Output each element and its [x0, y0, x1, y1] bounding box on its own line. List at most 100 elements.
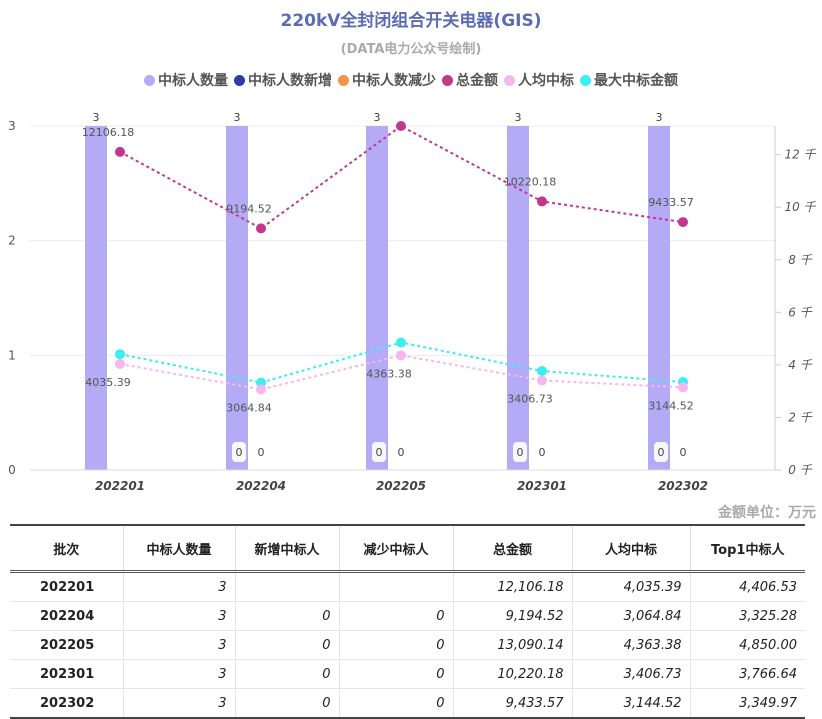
new-winner-label: 0 [236, 446, 243, 459]
legend-label: 中标人数量 [158, 73, 228, 89]
table-cell: 13,090.14 [453, 630, 573, 660]
legend-marker-icon [504, 74, 515, 86]
legend-item[interactable]: 最大中标金额 [580, 70, 678, 90]
bar-winner-count [507, 126, 529, 470]
table-header-cell: 减少中标人 [339, 524, 454, 573]
series-line [119, 124, 684, 230]
table-row: 202301 3 0 0 10,220.18 3,406.73 3,766.64 [10, 659, 805, 689]
table-row: 202205 3 0 0 13,090.14 4,363.38 4,850.00 [10, 630, 805, 660]
bar-winner-count [366, 126, 388, 470]
x-axis-tick-label: 202302 [658, 479, 708, 493]
right-axis-tick-label: 6 千 [788, 305, 812, 319]
table-cell: 10,220.18 [453, 659, 573, 689]
data-point [115, 358, 125, 369]
left-axis-tick-label: 1 [8, 348, 16, 362]
left-axis-tick-label: 3 [8, 119, 16, 133]
legend-item[interactable]: 中标人数量 [144, 70, 228, 90]
line-data-label: 9194.52 [226, 202, 272, 215]
decrease-winner-label: 0 [680, 446, 687, 459]
table-body: 202201 3 12,106.18 4,035.39 4,406.53 202204 3 0… [10, 571, 805, 719]
right-axis-tick-label: 0 千 [788, 463, 812, 477]
line-data-label: 9433.57 [648, 196, 694, 209]
legend-item[interactable]: 总金额 [442, 70, 498, 90]
table-cell: 202301 [10, 659, 124, 689]
legend-marker-icon [144, 74, 155, 86]
right-axis-tick-label: 12 千 [784, 148, 816, 162]
legend-label: 人均中标 [518, 73, 574, 89]
table-cell: 0 [339, 630, 454, 660]
table-row: 202204 3 0 0 9,194.52 3,064.84 3,325.28 [10, 601, 805, 631]
legend-item[interactable]: 中标人数减少 [338, 70, 436, 90]
data-point [678, 217, 688, 228]
table-cell: 9,194.52 [453, 601, 573, 631]
table-cell: 3 [123, 688, 236, 719]
table-cell: 3,064.84 [572, 601, 691, 631]
table-cell: 202204 [10, 601, 124, 631]
decrease-winner-label: 0 [539, 446, 546, 459]
table-cell: 3,144.52 [572, 688, 691, 719]
bar-data-label: 3 [93, 111, 100, 124]
right-axis-tick-label: 4 千 [788, 358, 812, 372]
decrease-winner-label: 0 [398, 446, 405, 459]
table-cell: 0 [235, 659, 340, 689]
right-axis-tick-label: 2 千 [788, 410, 812, 424]
x-axis-tick-label: 202205 [376, 479, 426, 493]
bar-winner-count [226, 126, 248, 470]
right-axis-tick-label: 8 千 [788, 253, 812, 267]
line-data-label: 12106.18 [82, 126, 135, 139]
legend-marker-icon [338, 74, 349, 86]
table-cell: 3,325.28 [690, 601, 805, 631]
data-point [256, 384, 266, 395]
legend-marker-icon [580, 74, 591, 86]
table-cell: 0 [339, 601, 454, 631]
legend-label: 最大中标金额 [594, 73, 678, 89]
table-header-cell: Top1中标人 [690, 524, 805, 573]
line-data-label: 4363.38 [366, 367, 412, 380]
bar-winner-count [85, 126, 107, 470]
new-winner-label: 0 [658, 446, 665, 459]
legend-item[interactable]: 人均中标 [504, 70, 574, 90]
zero-label-box [513, 442, 527, 462]
zero-label-box [372, 442, 386, 462]
x-axis-tick-label: 202301 [517, 479, 567, 493]
left-axis-tick-label: 2 [8, 234, 16, 248]
legend: 中标人数量 中标人数新增 中标人数减少 总金额 人均中标 最大中标金额 [0, 70, 822, 90]
legend-item[interactable]: 中标人数新增 [234, 70, 332, 90]
zero-label-box [232, 442, 246, 462]
table-cell: 4,406.53 [690, 571, 805, 602]
data-point [396, 337, 406, 348]
table-cell: 9,433.57 [453, 688, 573, 719]
table-cell: 202201 [10, 571, 124, 602]
line-data-label: 10220.18 [504, 175, 557, 188]
table-cell [339, 571, 454, 602]
table-cell: 0 [235, 630, 340, 660]
right-axis-tick-label: 10 千 [784, 200, 816, 214]
legend-marker-icon [442, 74, 453, 86]
line-data-label: 3064.84 [226, 401, 272, 414]
table-header-cell: 新增中标人 [235, 524, 340, 573]
new-winner-label: 0 [376, 446, 383, 459]
table-cell: 0 [235, 601, 340, 631]
legend-marker-icon [234, 74, 245, 86]
bar-data-label: 3 [234, 111, 241, 124]
decrease-winner-label: 0 [258, 446, 265, 459]
table-cell: 3 [123, 659, 236, 689]
table-header-cell: 批次 [10, 524, 124, 573]
data-point [537, 196, 547, 207]
bar-data-label: 3 [515, 111, 522, 124]
table-cell: 12,106.18 [453, 571, 573, 602]
table-cell: 202302 [10, 688, 124, 719]
table-header-cell: 中标人数量 [123, 524, 236, 573]
bar-data-label: 3 [374, 111, 381, 124]
left-axis-tick-label: 0 [8, 463, 16, 477]
x-axis-tick-label: 202204 [236, 479, 286, 493]
data-point [115, 146, 125, 157]
data-table: 批次 中标人数量 新增中标人 减少中标人 总金额 人均中标 Top1中标人 202201 3 1… [10, 524, 805, 719]
combo-chart: 0 1 2 3 0 千 2 千 4 千 6 千 8 千 10 千 12 千 3 3 3 3 3 0 0 0 0 0 0 0 0… [8, 111, 816, 493]
amount-unit-note: 金额单位：万元 [718, 505, 816, 521]
bar-winner-count [648, 126, 670, 470]
table-cell: 4,850.00 [690, 630, 805, 660]
data-point [115, 349, 125, 360]
data-point [256, 377, 266, 388]
new-winner-label: 0 [517, 446, 524, 459]
